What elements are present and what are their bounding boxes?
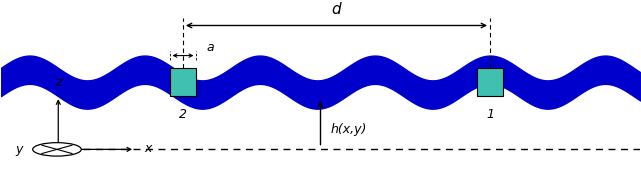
Bar bbox=[476, 68, 503, 96]
Text: y: y bbox=[16, 143, 23, 156]
Text: z: z bbox=[55, 76, 62, 89]
Text: h(x,y): h(x,y) bbox=[330, 122, 367, 136]
Text: x: x bbox=[145, 142, 152, 155]
Text: 2: 2 bbox=[179, 108, 187, 121]
Text: a: a bbox=[206, 41, 213, 54]
Bar bbox=[170, 68, 196, 96]
Text: 1: 1 bbox=[486, 108, 494, 121]
Circle shape bbox=[33, 143, 81, 156]
Text: d: d bbox=[331, 2, 341, 17]
